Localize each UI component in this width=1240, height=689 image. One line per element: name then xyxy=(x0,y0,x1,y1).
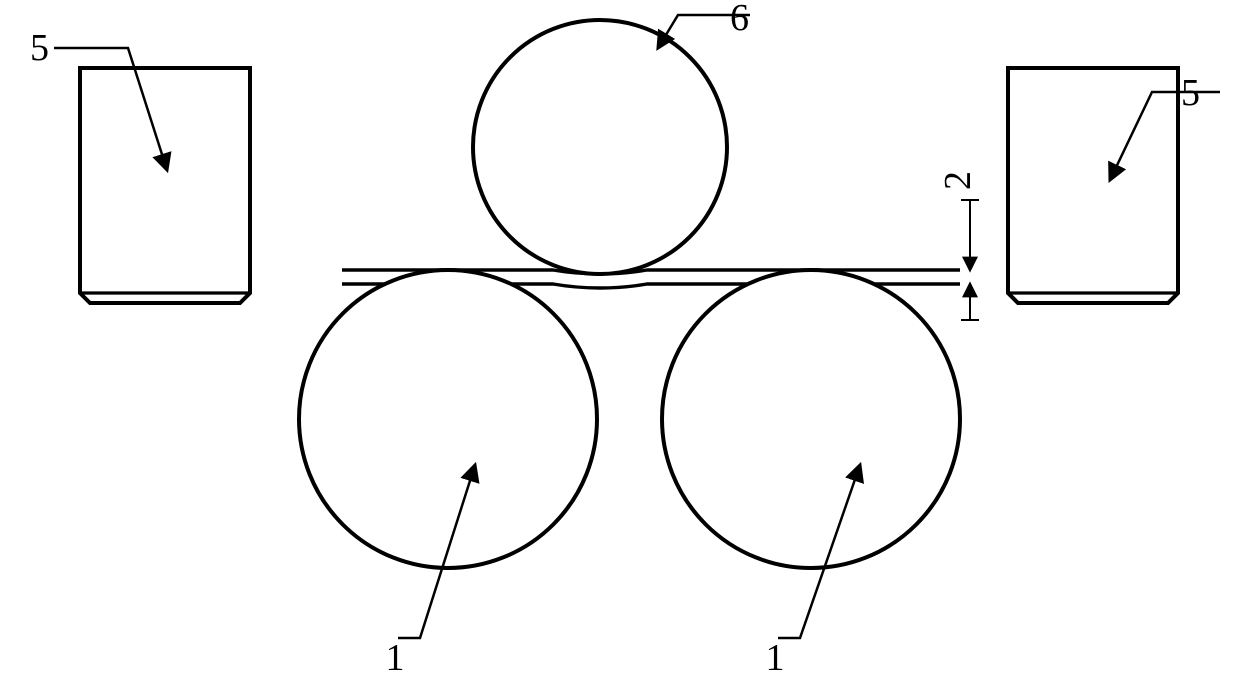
roller-bottom-left xyxy=(299,270,597,568)
dimension-marker-thickness xyxy=(961,200,979,320)
block-left xyxy=(80,68,250,303)
label-5-left: 5 xyxy=(30,27,49,69)
label-6: 6 xyxy=(730,0,749,39)
label-5-right: 5 xyxy=(1181,72,1200,114)
label-1-right: 1 xyxy=(766,637,785,679)
roller-bottom-right xyxy=(662,270,960,568)
roller-top xyxy=(473,20,727,274)
label-2: 2 xyxy=(937,171,979,190)
block-right xyxy=(1008,68,1178,303)
technical-diagram: 5 6 5 1 1 2 xyxy=(0,0,1240,689)
label-1-left: 1 xyxy=(386,637,405,679)
